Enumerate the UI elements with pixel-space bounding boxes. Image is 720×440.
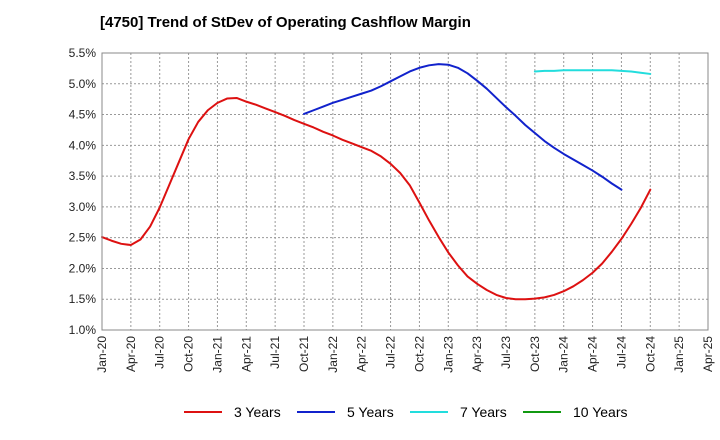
y-tick-label: 1.5% xyxy=(69,292,97,306)
legend-swatch-5-years xyxy=(297,411,335,413)
legend-item-10-years: 10 Years xyxy=(523,404,628,420)
series-line-7-years xyxy=(533,69,652,75)
legend-swatch-7-years xyxy=(410,411,448,413)
x-axis-ticks: Jan-20 Apr-20 Jul-20 Oct-20 Jan-21 Apr-21 Jul-… xyxy=(95,336,715,373)
x-tick-label: Oct-23 xyxy=(528,336,542,372)
x-tick-label: Jan-21 xyxy=(210,336,224,373)
legend: 3 Years 5 Years 7 Years 10 Years xyxy=(0,404,720,426)
plot-area-frame xyxy=(101,52,709,331)
y-tick-label: 5.5% xyxy=(69,46,97,60)
legend-item-3-years: 3 Years xyxy=(184,404,281,420)
x-tick-label: Jan-25 xyxy=(672,336,686,373)
y-tick-label: 2.5% xyxy=(69,231,97,245)
y-axis-ticks: 1.0% 1.5% 2.0% 2.5% 3.0% 3.5% 4.0% 4.5% 5.0% 5.5% xyxy=(69,46,97,337)
legend-label-10-years: 10 Years xyxy=(573,404,628,420)
legend-swatch-10-years xyxy=(523,411,561,413)
x-tick-label: Oct-21 xyxy=(297,336,311,372)
x-tick-label: Oct-22 xyxy=(412,336,426,372)
legend-label-5-years: 5 Years xyxy=(347,404,394,420)
legend-label-7-years: 7 Years xyxy=(460,404,507,420)
x-tick-label: Apr-25 xyxy=(701,336,715,372)
y-tick-label: 3.5% xyxy=(69,169,97,183)
x-tick-label: Jul-22 xyxy=(384,336,398,369)
legend-item-5-years: 5 Years xyxy=(297,404,394,420)
x-tick-label: Jan-22 xyxy=(326,336,340,373)
y-tick-label: 4.0% xyxy=(69,138,97,152)
legend-item-7-years: 7 Years xyxy=(410,404,507,420)
x-tick-label: Jul-21 xyxy=(268,336,282,369)
x-tick-label: Apr-23 xyxy=(470,336,484,372)
x-tick-label: Jul-23 xyxy=(499,336,513,369)
x-tick-label: Jul-24 xyxy=(614,336,628,369)
y-tick-label: 1.0% xyxy=(69,323,97,337)
legend-label-3-years: 3 Years xyxy=(234,404,281,420)
y-tick-label: 4.5% xyxy=(69,108,97,122)
series-line-3-years xyxy=(101,96,652,301)
x-tick-label: Oct-24 xyxy=(643,336,657,372)
y-tick-label: 2.0% xyxy=(69,261,97,275)
x-tick-label: Apr-24 xyxy=(586,336,600,372)
x-tick-label: Jan-20 xyxy=(95,336,109,373)
x-tick-label: Apr-21 xyxy=(239,336,253,372)
series-lines xyxy=(101,63,652,301)
chart-title: [4750] Trend of StDev of Operating Cashf… xyxy=(100,14,471,31)
y-tick-label: 5.0% xyxy=(69,77,97,91)
gridlines xyxy=(101,52,709,331)
x-tick-label: Apr-20 xyxy=(124,336,138,372)
series-line-5-years xyxy=(303,63,623,191)
x-tick-label: Apr-22 xyxy=(355,336,369,372)
x-tick-label: Jan-24 xyxy=(557,336,571,373)
x-tick-label: Oct-20 xyxy=(182,336,196,372)
y-tick-label: 3.0% xyxy=(69,200,97,214)
x-tick-label: Jul-20 xyxy=(153,336,167,369)
x-tick-label: Jan-23 xyxy=(441,336,455,373)
legend-swatch-3-years xyxy=(184,411,222,413)
